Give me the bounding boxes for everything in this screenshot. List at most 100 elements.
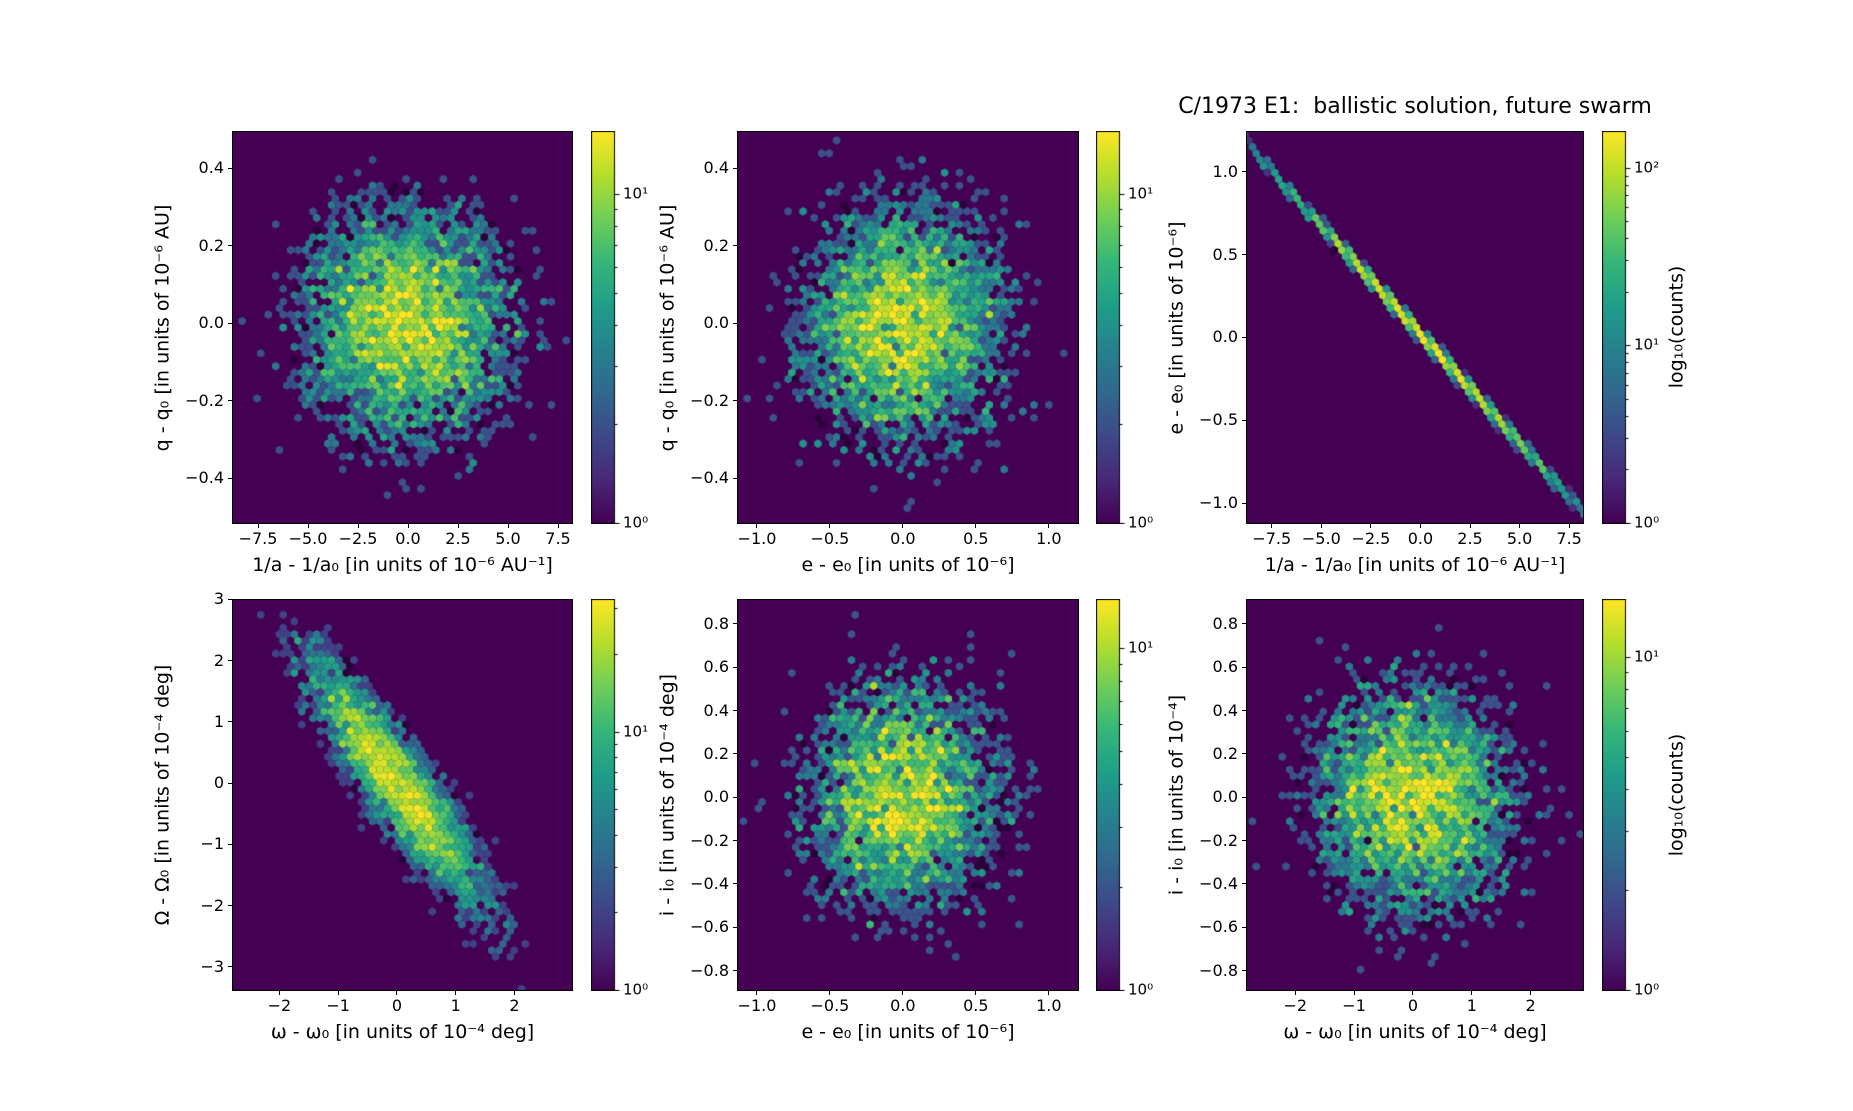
y-tick-label: −0.4 <box>1199 873 1238 893</box>
colorbar-tick-label: 10¹ <box>1634 647 1660 666</box>
x-tick <box>1048 991 1050 995</box>
y-tick <box>733 245 737 247</box>
colorbar <box>1096 131 1128 524</box>
x-tick <box>407 524 409 528</box>
y-tick-label: −0.6 <box>1199 917 1238 937</box>
colorbar-tick-label: 10⁰ <box>1128 513 1154 532</box>
y-tick <box>733 666 737 668</box>
colorbar-tick-label: 10⁰ <box>623 980 649 999</box>
x-tick <box>756 524 758 528</box>
y-tick-label: 0.4 <box>1212 700 1238 720</box>
figure-title: C/1973 E1: ballistic solution, future sw… <box>1178 94 1652 119</box>
y-tick <box>1242 666 1246 668</box>
x-tick-label: 2 <box>1525 996 1536 1015</box>
y-tick <box>1242 710 1246 711</box>
y-tick-label: 0.4 <box>703 700 729 720</box>
y-tick <box>228 245 232 247</box>
x-tick <box>1568 524 1570 528</box>
y-tick-label: −2 <box>200 895 224 915</box>
y-tick-label: 0.0 <box>703 313 729 333</box>
colorbar-tick-label: 10¹ <box>623 184 649 203</box>
y-tick-label: 0.2 <box>703 743 729 763</box>
colorbar-tick-label: 10² <box>1634 158 1660 177</box>
x-tick-label: 7.5 <box>1556 529 1582 548</box>
y-tick <box>733 926 737 928</box>
y-tick <box>1242 502 1246 504</box>
colorbar-tick-label: 10⁰ <box>1634 513 1660 532</box>
y-tick-label: 0.0 <box>1212 787 1238 807</box>
y-tick-label: 0.6 <box>703 657 729 677</box>
y-tick <box>228 167 232 169</box>
colorbar-tick-label: 10¹ <box>1634 335 1660 354</box>
y-tick <box>228 322 232 324</box>
y-tick-label: 0.5 <box>1212 244 1238 264</box>
y-tick-label: −0.8 <box>1199 960 1238 980</box>
y-tick-label: −0.2 <box>1199 830 1238 850</box>
x-tick-label: 2.5 <box>445 529 471 548</box>
x-tick <box>257 524 259 528</box>
y-tick <box>733 322 737 324</box>
colorbar <box>591 131 623 524</box>
y-tick <box>1242 840 1246 841</box>
x-tick <box>1530 991 1532 995</box>
x-tick <box>1519 524 1521 528</box>
y-tick-label: −0.2 <box>690 830 729 850</box>
y-tick-label: −1.0 <box>1199 493 1238 513</box>
y-tick <box>1242 171 1246 173</box>
x-tick <box>1353 991 1355 995</box>
x-tick-label: −2 <box>1283 996 1308 1015</box>
y-tick <box>228 477 232 479</box>
y-tick <box>228 721 232 723</box>
x-axis-label: e - e₀ [in units of 10⁻⁶] <box>801 1021 1015 1043</box>
y-tick-label: 0.0 <box>1212 327 1238 347</box>
y-tick-label: 0.2 <box>198 235 224 255</box>
y-tick <box>1242 970 1246 971</box>
x-tick-label: 5.0 <box>495 529 521 548</box>
hexbin-plot-canvas <box>1246 131 1584 524</box>
x-tick-label: −1 <box>326 996 350 1015</box>
y-tick <box>1242 254 1246 256</box>
x-tick-label: 1 <box>450 996 461 1015</box>
x-tick <box>357 524 359 528</box>
y-tick <box>733 400 737 402</box>
y-tick <box>228 843 232 845</box>
x-tick-label: −2.5 <box>1351 529 1391 548</box>
x-tick <box>756 991 758 995</box>
y-tick <box>1242 753 1246 755</box>
x-tick-label: 1.0 <box>1036 529 1062 548</box>
y-tick-label: 1 <box>213 711 224 731</box>
x-tick-label: −5.0 <box>288 529 328 548</box>
x-tick <box>902 524 904 528</box>
y-tick-label: 0.0 <box>703 787 729 807</box>
y-tick-label: −0.8 <box>690 960 729 980</box>
y-tick <box>1242 623 1246 625</box>
x-tick <box>457 524 459 528</box>
y-tick <box>228 598 232 600</box>
x-tick-label: 0 <box>391 996 402 1015</box>
y-tick <box>228 966 232 968</box>
y-tick <box>733 796 737 798</box>
y-tick-label: 0 <box>213 773 224 793</box>
x-axis-label: ω - ω₀ [in units of 10⁻⁴ deg] <box>1283 1021 1547 1043</box>
x-tick-label: 1 <box>1466 996 1477 1015</box>
y-tick <box>733 970 737 971</box>
x-axis-label: 1/a - 1/a₀ [in units of 10⁻⁶ AU⁻¹] <box>252 554 553 576</box>
x-tick <box>278 991 280 995</box>
y-tick <box>228 905 232 906</box>
y-tick <box>1242 926 1246 928</box>
hexbin-plot-canvas <box>737 599 1079 991</box>
y-axis-label: i - i₀ [in units of 10⁻⁴] <box>1165 694 1188 896</box>
x-tick <box>455 991 457 995</box>
x-tick-label: −5.0 <box>1301 529 1341 548</box>
x-tick <box>1294 991 1296 995</box>
y-tick <box>733 710 737 711</box>
y-tick <box>733 167 737 169</box>
x-tick-label: 0.5 <box>963 529 989 548</box>
x-tick-label: −7.5 <box>1252 529 1292 548</box>
x-tick-label: −0.5 <box>810 996 850 1015</box>
y-tick <box>1242 883 1246 885</box>
